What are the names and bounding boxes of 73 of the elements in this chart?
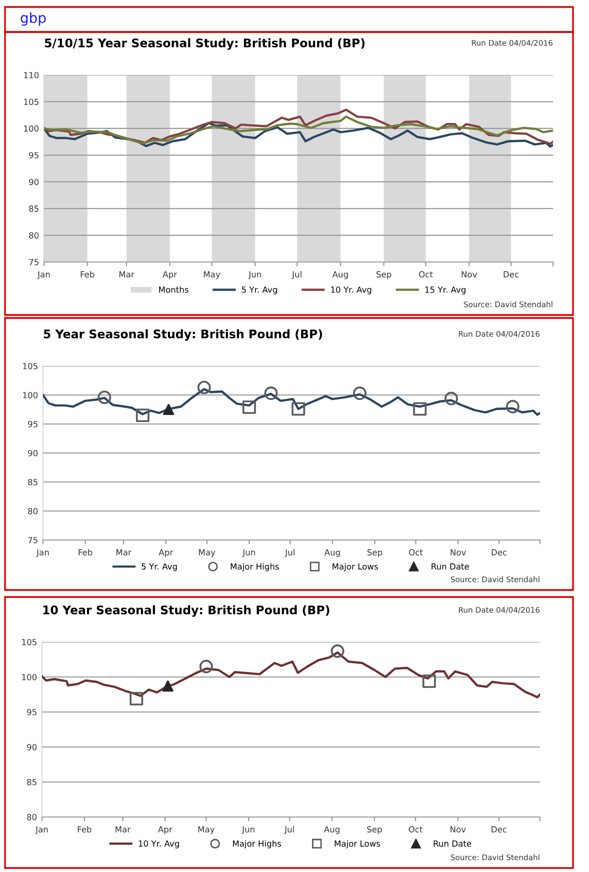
y-tick-label: 85 <box>27 778 36 786</box>
x-tick-label: Nov <box>450 549 466 556</box>
x-tick-label: Oct <box>409 549 423 556</box>
x-tick-label: May <box>199 549 216 558</box>
y-tick-label: 90 <box>28 450 38 456</box>
x-tick-label: Apr <box>162 271 178 280</box>
x-tick-label: Dec <box>504 271 519 278</box>
x-tick-label: Jul <box>292 271 302 280</box>
y-tick-label: 80 <box>27 814 37 820</box>
x-tick-label: Dec <box>492 826 506 832</box>
legend-label: Run Date <box>432 563 469 570</box>
y-tick-label: 110 <box>24 72 39 78</box>
x-tick-label: Jul <box>284 549 294 558</box>
legend-label: Months <box>159 286 188 293</box>
legend-label: 15 Yr. Avg <box>425 286 466 294</box>
x-tick-label: Sep <box>376 271 392 280</box>
x-tick-label: Apr <box>158 826 172 834</box>
legend-label: Run Date <box>434 840 472 847</box>
text: gbp <box>20 12 46 26</box>
y-tick-label: 75 <box>28 537 38 544</box>
y-tick-label: 85 <box>29 206 38 212</box>
x-tick-label: Nov <box>462 271 477 278</box>
y-tick-label: 100 <box>22 674 37 680</box>
y-tick-label: 95 <box>28 420 38 428</box>
x-tick-label: Aug <box>324 549 340 558</box>
y-tick-label: 85 <box>28 478 38 486</box>
legend-label: 5 Yr. Avg <box>142 563 177 572</box>
y-tick-label: 105 <box>23 362 38 370</box>
legend-label: 10 Yr. Avg <box>138 840 179 848</box>
y-tick-label: 80 <box>29 232 39 239</box>
x-tick-label: Dec <box>492 549 507 556</box>
y-tick-label: 75 <box>29 259 38 266</box>
y-tick-label: 90 <box>27 744 37 750</box>
x-tick-label: Feb <box>80 271 94 278</box>
x-tick-label: Jun <box>242 826 254 834</box>
x-tick-label: Aug <box>324 826 340 834</box>
x-tick-label: Mar <box>116 549 132 556</box>
chart-title: 5/10/15 Year Seasonal Study: British Pound (BP) <box>44 38 365 50</box>
legend-label: 5 Yr. Avg <box>242 286 277 294</box>
x-tick-label: Jul <box>284 826 294 834</box>
x-tick-label: Mar <box>116 826 131 832</box>
legend-label: 10 Yr. Avg <box>331 286 372 294</box>
y-tick-label: 100 <box>23 392 38 398</box>
x-tick-label: Jan <box>37 271 50 280</box>
x-tick-label: Jan <box>35 826 48 834</box>
x-tick-label: Apr <box>158 549 174 558</box>
legend-label: Major Lows <box>334 840 380 848</box>
x-tick-label: Aug <box>332 271 348 280</box>
y-tick-label: 90 <box>29 178 39 186</box>
x-tick-label: Jun <box>242 549 255 558</box>
y-tick-label: 95 <box>29 152 38 158</box>
x-tick-label: May <box>204 271 220 280</box>
x-tick-label: Sep <box>367 549 382 558</box>
chart-title: 5 Year Seasonal Study: British Pound (BP) <box>44 329 322 341</box>
y-tick-label: 105 <box>24 98 38 105</box>
legend-label: Major Highs <box>233 840 282 848</box>
y-tick-label: 80 <box>28 508 38 514</box>
x-tick-label: Mar <box>119 271 134 278</box>
y-tick-label: 95 <box>27 708 36 716</box>
x-tick-label: Nov <box>450 826 466 832</box>
x-tick-label: Oct <box>419 271 433 278</box>
x-tick-label: Jan <box>36 549 49 558</box>
x-tick-label: Feb <box>78 549 92 556</box>
x-tick-label: Feb <box>78 826 92 832</box>
y-tick-label: 105 <box>22 638 36 646</box>
x-tick-label: Jun <box>248 271 261 280</box>
chart-title: 10 Year Seasonal Study: British Pound (BP) <box>43 605 330 617</box>
legend-label: Major Highs <box>230 563 279 572</box>
x-tick-label: May <box>198 826 215 834</box>
x-tick-label: Sep <box>367 826 382 834</box>
y-tick-label: 100 <box>24 125 39 132</box>
legend-label: Major Lows <box>332 563 378 572</box>
x-tick-label: Oct <box>408 826 423 832</box>
